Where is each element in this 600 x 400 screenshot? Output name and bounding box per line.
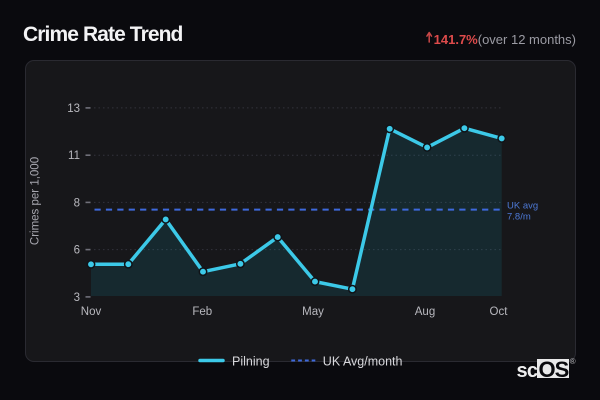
svg-text:Nov: Nov <box>81 306 102 318</box>
svg-text:Pilning: Pilning <box>232 354 270 368</box>
svg-text:Oct: Oct <box>490 306 509 318</box>
svg-text:7.8/m: 7.8/m <box>507 211 531 222</box>
svg-text:6: 6 <box>74 245 80 257</box>
svg-text:Feb: Feb <box>192 306 212 318</box>
svg-text:UK Avg/month: UK Avg/month <box>323 354 403 368</box>
svg-text:Crimes per 1,000: Crimes per 1,000 <box>30 157 42 245</box>
svg-text:Aug: Aug <box>415 306 435 318</box>
svg-text:UK avg: UK avg <box>507 201 538 212</box>
svg-text:11: 11 <box>68 150 80 162</box>
svg-text:3: 3 <box>74 292 80 304</box>
svg-text:8: 8 <box>74 197 80 209</box>
svg-text:13: 13 <box>67 103 80 115</box>
svg-text:May: May <box>302 306 324 318</box>
